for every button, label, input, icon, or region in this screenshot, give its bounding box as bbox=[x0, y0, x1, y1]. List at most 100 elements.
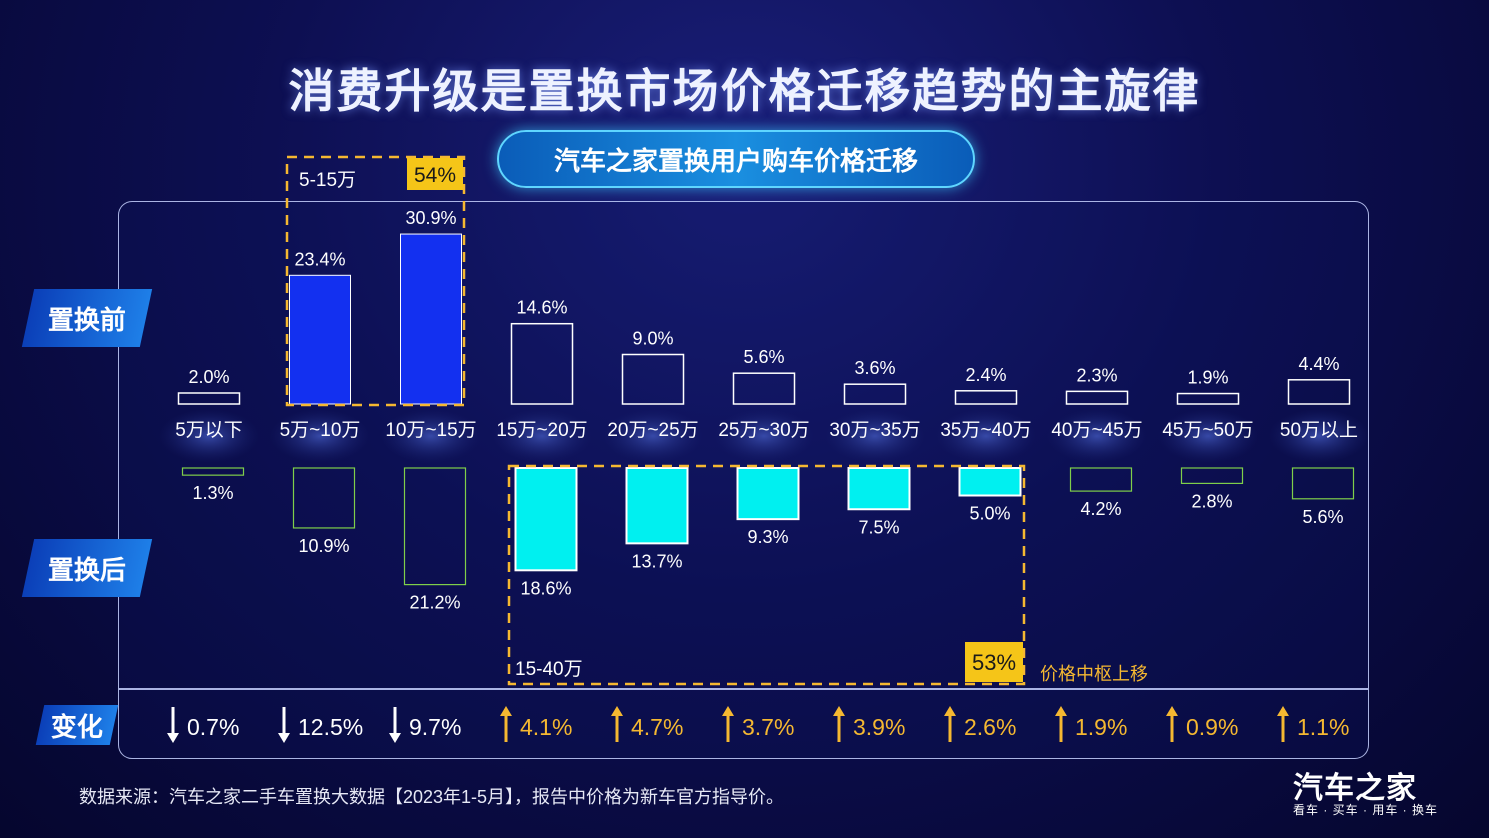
up-arrow-icon-head bbox=[833, 706, 845, 716]
bar-after-label: 9.3% bbox=[747, 527, 788, 547]
change-value: 1.9% bbox=[1075, 714, 1127, 740]
before-group-box bbox=[285, 155, 466, 407]
change-value: 3.9% bbox=[853, 714, 905, 740]
category-glow bbox=[603, 409, 703, 463]
bar-before-label: 5.6% bbox=[743, 347, 784, 367]
bar-before-label: 1.9% bbox=[1187, 368, 1228, 388]
bar-after bbox=[181, 467, 245, 476]
bar-before bbox=[289, 274, 351, 405]
bar-after-label: 18.6% bbox=[520, 578, 571, 598]
bar-after-label: 5.0% bbox=[969, 504, 1010, 524]
change-value: 0.7% bbox=[187, 714, 239, 740]
before-group-badge bbox=[407, 158, 463, 190]
bar-after bbox=[403, 467, 467, 586]
down-arrow-icon-head bbox=[389, 733, 401, 743]
category-label: 30万~35万 bbox=[829, 420, 920, 441]
bar-before-label: 2.4% bbox=[965, 365, 1006, 385]
bar-before bbox=[400, 233, 462, 405]
bar-after-label: 2.8% bbox=[1191, 491, 1232, 511]
category-label: 20万~25万 bbox=[607, 420, 698, 441]
category-glow bbox=[936, 409, 1036, 463]
page-title: 消费升级是置换市场价格迁移趋势的主旋律 bbox=[288, 65, 1201, 117]
bar-after-label: 7.5% bbox=[858, 517, 899, 537]
category-label: 10万~15万 bbox=[385, 420, 476, 441]
category-label: 25万~30万 bbox=[718, 420, 809, 441]
bar-before bbox=[732, 372, 796, 405]
bar-before-label: 2.0% bbox=[188, 367, 229, 387]
bar-before-label: 23.4% bbox=[294, 249, 345, 269]
bar-after-label: 21.2% bbox=[409, 593, 460, 613]
before-group-share: 54% bbox=[414, 164, 456, 187]
bar-before-label: 3.6% bbox=[854, 358, 895, 378]
up-arrow-icon-head bbox=[944, 706, 956, 716]
after-group-range: 15-40万 bbox=[515, 659, 583, 680]
before-group-range: 5-15万 bbox=[299, 170, 356, 191]
bar-after bbox=[1180, 467, 1244, 484]
bar-before bbox=[177, 392, 241, 405]
after-group-box bbox=[507, 464, 1026, 686]
up-arrow-icon-head bbox=[1166, 706, 1178, 716]
change-value: 3.7% bbox=[742, 714, 794, 740]
change-value: 4.1% bbox=[520, 714, 572, 740]
bar-after-label: 10.9% bbox=[298, 536, 349, 556]
bar-before bbox=[954, 390, 1018, 405]
up-arrow-icon-head bbox=[1277, 706, 1289, 716]
category-glow bbox=[1269, 409, 1369, 463]
bar-after-label: 1.3% bbox=[192, 483, 233, 503]
up-arrow-icon-head bbox=[611, 706, 623, 716]
bar-before-label: 4.4% bbox=[1298, 354, 1339, 374]
category-glow bbox=[159, 409, 259, 463]
bar-after bbox=[292, 467, 356, 529]
up-arrow-icon-head bbox=[500, 706, 512, 716]
category-glow bbox=[714, 409, 814, 463]
category-glow bbox=[381, 409, 481, 463]
bar-before bbox=[1065, 390, 1129, 405]
bar-before-label: 9.0% bbox=[632, 329, 673, 349]
bar-after bbox=[625, 467, 689, 545]
chart-subtitle: 汽车之家置换用户购车价格迁移 bbox=[497, 130, 975, 188]
change-value: 2.6% bbox=[964, 714, 1016, 740]
category-glow bbox=[270, 409, 370, 463]
change-value: 12.5% bbox=[298, 714, 363, 740]
change-value: 0.9% bbox=[1186, 714, 1238, 740]
down-arrow-icon-head bbox=[167, 733, 179, 743]
change-value: 1.1% bbox=[1297, 714, 1349, 740]
bar-after bbox=[514, 467, 578, 572]
category-label: 5万~10万 bbox=[280, 420, 361, 441]
bar-after bbox=[1069, 467, 1133, 492]
up-arrow-icon-head bbox=[722, 706, 734, 716]
bar-before-label: 2.3% bbox=[1076, 365, 1117, 385]
category-glow bbox=[1158, 409, 1258, 463]
bar-after bbox=[958, 467, 1022, 497]
category-label: 35万~40万 bbox=[940, 420, 1031, 441]
after-group-share: 53% bbox=[972, 650, 1016, 675]
category-label: 40万~45万 bbox=[1051, 420, 1142, 441]
category-label: 45万~50万 bbox=[1162, 420, 1253, 441]
category-glow bbox=[825, 409, 925, 463]
chart-subtitle-text: 汽车之家置换用户购车价格迁移 bbox=[553, 145, 918, 176]
up-arrow-icon-head bbox=[1055, 706, 1067, 716]
change-value: 9.7% bbox=[409, 714, 461, 740]
category-label: 5万以下 bbox=[175, 420, 243, 441]
bar-after-label: 4.2% bbox=[1080, 499, 1121, 519]
category-glow bbox=[492, 409, 592, 463]
brand-logo: 汽车之家 bbox=[1293, 772, 1417, 805]
source-note: 数据来源：汽车之家二手车置换大数据【2023年1-5月】，报告中价格为新车官方指… bbox=[79, 787, 785, 807]
bar-before bbox=[621, 353, 685, 405]
bar-before-label: 14.6% bbox=[516, 298, 567, 318]
brand-tagline: 看车 · 买车 · 用车 · 换车 bbox=[1293, 803, 1438, 817]
bar-after bbox=[1291, 467, 1355, 500]
bar-before bbox=[1176, 392, 1240, 405]
bar-after-label: 5.6% bbox=[1302, 507, 1343, 527]
bar-after bbox=[847, 467, 911, 511]
change-value: 4.7% bbox=[631, 714, 683, 740]
bar-before bbox=[1287, 379, 1351, 405]
category-label: 50万以上 bbox=[1280, 419, 1358, 441]
category-label: 15万~20万 bbox=[496, 420, 587, 441]
bar-before bbox=[843, 383, 907, 405]
bar-before-label: 30.9% bbox=[405, 208, 456, 228]
bar-after bbox=[736, 467, 800, 521]
category-glow bbox=[1047, 409, 1147, 463]
after-group-note: 价格中枢上移 bbox=[1040, 664, 1148, 684]
